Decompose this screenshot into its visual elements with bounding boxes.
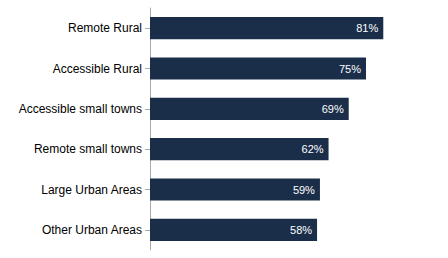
svg-text:Accessible small towns: Accessible small towns xyxy=(19,102,142,116)
svg-text:Remote Rural: Remote Rural xyxy=(68,21,142,35)
svg-text:Remote small towns: Remote small towns xyxy=(34,142,142,156)
svg-text:81%: 81% xyxy=(356,22,378,34)
svg-text:Large Urban Areas: Large Urban Areas xyxy=(41,183,142,197)
svg-text:69%: 69% xyxy=(322,103,344,115)
svg-text:58%: 58% xyxy=(290,224,312,236)
svg-text:Accessible Rural: Accessible Rural xyxy=(53,62,142,76)
svg-text:62%: 62% xyxy=(302,143,324,155)
svg-text:75%: 75% xyxy=(339,63,361,75)
svg-text:59%: 59% xyxy=(293,184,315,196)
svg-text:Other Urban Areas: Other Urban Areas xyxy=(42,223,142,237)
